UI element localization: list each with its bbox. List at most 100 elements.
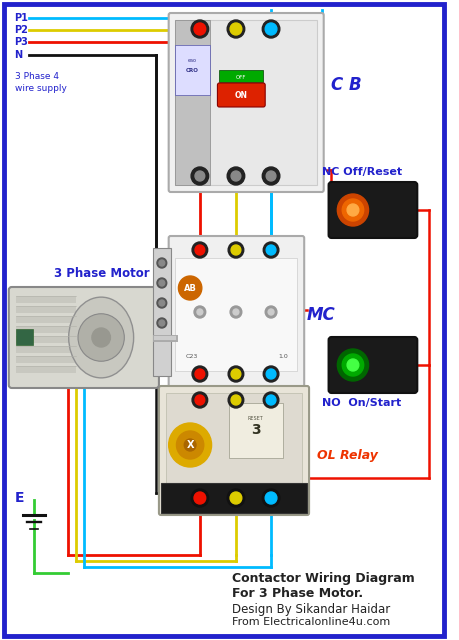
Circle shape — [230, 306, 242, 318]
Text: 1.0: 1.0 — [278, 353, 288, 358]
Text: From Electricalonline4u.com: From Electricalonline4u.com — [232, 617, 390, 627]
Bar — [16, 336, 76, 343]
Text: C B: C B — [331, 76, 362, 94]
Circle shape — [176, 431, 204, 459]
Text: X: X — [186, 440, 194, 450]
FancyBboxPatch shape — [329, 182, 417, 238]
Circle shape — [342, 199, 364, 221]
Circle shape — [191, 489, 209, 507]
FancyBboxPatch shape — [168, 13, 324, 192]
Bar — [161, 483, 307, 513]
FancyBboxPatch shape — [218, 83, 265, 107]
Text: OL Relay: OL Relay — [317, 449, 378, 461]
Circle shape — [228, 392, 244, 408]
Circle shape — [265, 492, 277, 504]
Bar — [175, 20, 317, 185]
Circle shape — [266, 369, 276, 379]
Circle shape — [263, 392, 279, 408]
Text: P2: P2 — [15, 25, 28, 35]
FancyBboxPatch shape — [9, 287, 159, 388]
Bar — [166, 393, 302, 508]
Circle shape — [230, 23, 242, 35]
Text: OFF: OFF — [235, 74, 246, 79]
Circle shape — [195, 171, 205, 181]
Circle shape — [266, 395, 276, 405]
Bar — [16, 326, 76, 333]
FancyBboxPatch shape — [168, 236, 304, 388]
Circle shape — [159, 260, 165, 266]
Circle shape — [192, 392, 207, 408]
Text: For 3 Phase Motor.: For 3 Phase Motor. — [232, 587, 363, 600]
Bar — [16, 346, 76, 353]
Text: 3 Phase Motor: 3 Phase Motor — [54, 267, 149, 280]
Circle shape — [195, 395, 205, 405]
Circle shape — [195, 369, 205, 379]
Bar — [16, 329, 33, 345]
Text: AB: AB — [184, 284, 196, 292]
Circle shape — [262, 20, 280, 38]
Circle shape — [191, 20, 209, 38]
Circle shape — [231, 245, 241, 255]
Circle shape — [157, 278, 167, 288]
Bar — [16, 296, 76, 303]
Circle shape — [342, 354, 364, 376]
Bar — [219, 70, 263, 82]
Bar — [153, 248, 171, 376]
Circle shape — [265, 23, 277, 35]
Circle shape — [194, 306, 206, 318]
Circle shape — [228, 366, 244, 382]
Circle shape — [195, 245, 205, 255]
Circle shape — [266, 171, 276, 181]
Circle shape — [265, 306, 277, 318]
Text: RESET: RESET — [247, 415, 263, 420]
Circle shape — [192, 366, 207, 382]
FancyBboxPatch shape — [159, 386, 309, 515]
Circle shape — [184, 439, 196, 451]
Circle shape — [159, 300, 165, 306]
Circle shape — [157, 318, 167, 328]
Circle shape — [347, 359, 359, 371]
Bar — [229, 403, 283, 458]
Bar — [16, 316, 76, 323]
Circle shape — [228, 242, 244, 258]
Text: ON: ON — [235, 90, 247, 99]
Bar — [175, 258, 297, 371]
Text: NO  On/Start: NO On/Start — [322, 398, 401, 408]
Circle shape — [268, 309, 274, 315]
Bar — [16, 306, 76, 313]
Circle shape — [197, 309, 203, 315]
Text: Design By Sikandar Haidar: Design By Sikandar Haidar — [232, 603, 390, 616]
Bar — [16, 366, 76, 373]
FancyBboxPatch shape — [329, 337, 417, 393]
Circle shape — [78, 314, 124, 361]
Bar — [16, 356, 76, 363]
Circle shape — [262, 489, 280, 507]
Circle shape — [347, 204, 359, 216]
Text: P3: P3 — [15, 37, 28, 47]
Circle shape — [159, 280, 165, 286]
Circle shape — [159, 320, 165, 326]
Circle shape — [337, 349, 369, 381]
Circle shape — [192, 242, 207, 258]
Ellipse shape — [69, 297, 134, 378]
Circle shape — [231, 395, 241, 405]
Bar — [175, 45, 210, 95]
Circle shape — [157, 298, 167, 308]
Circle shape — [194, 492, 206, 504]
Circle shape — [231, 171, 241, 181]
Circle shape — [233, 309, 239, 315]
Circle shape — [337, 194, 369, 226]
Text: Contactor Wiring Diagram: Contactor Wiring Diagram — [232, 572, 415, 585]
Circle shape — [266, 245, 276, 255]
Bar — [175, 20, 210, 185]
Text: NC Off/Reset: NC Off/Reset — [322, 167, 402, 177]
Circle shape — [262, 167, 280, 185]
Text: CRO: CRO — [185, 67, 198, 72]
Circle shape — [168, 423, 212, 467]
Circle shape — [227, 489, 245, 507]
Text: 3: 3 — [251, 423, 260, 437]
Circle shape — [92, 328, 111, 347]
Circle shape — [191, 167, 209, 185]
Circle shape — [230, 492, 242, 504]
Text: E: E — [15, 491, 24, 505]
